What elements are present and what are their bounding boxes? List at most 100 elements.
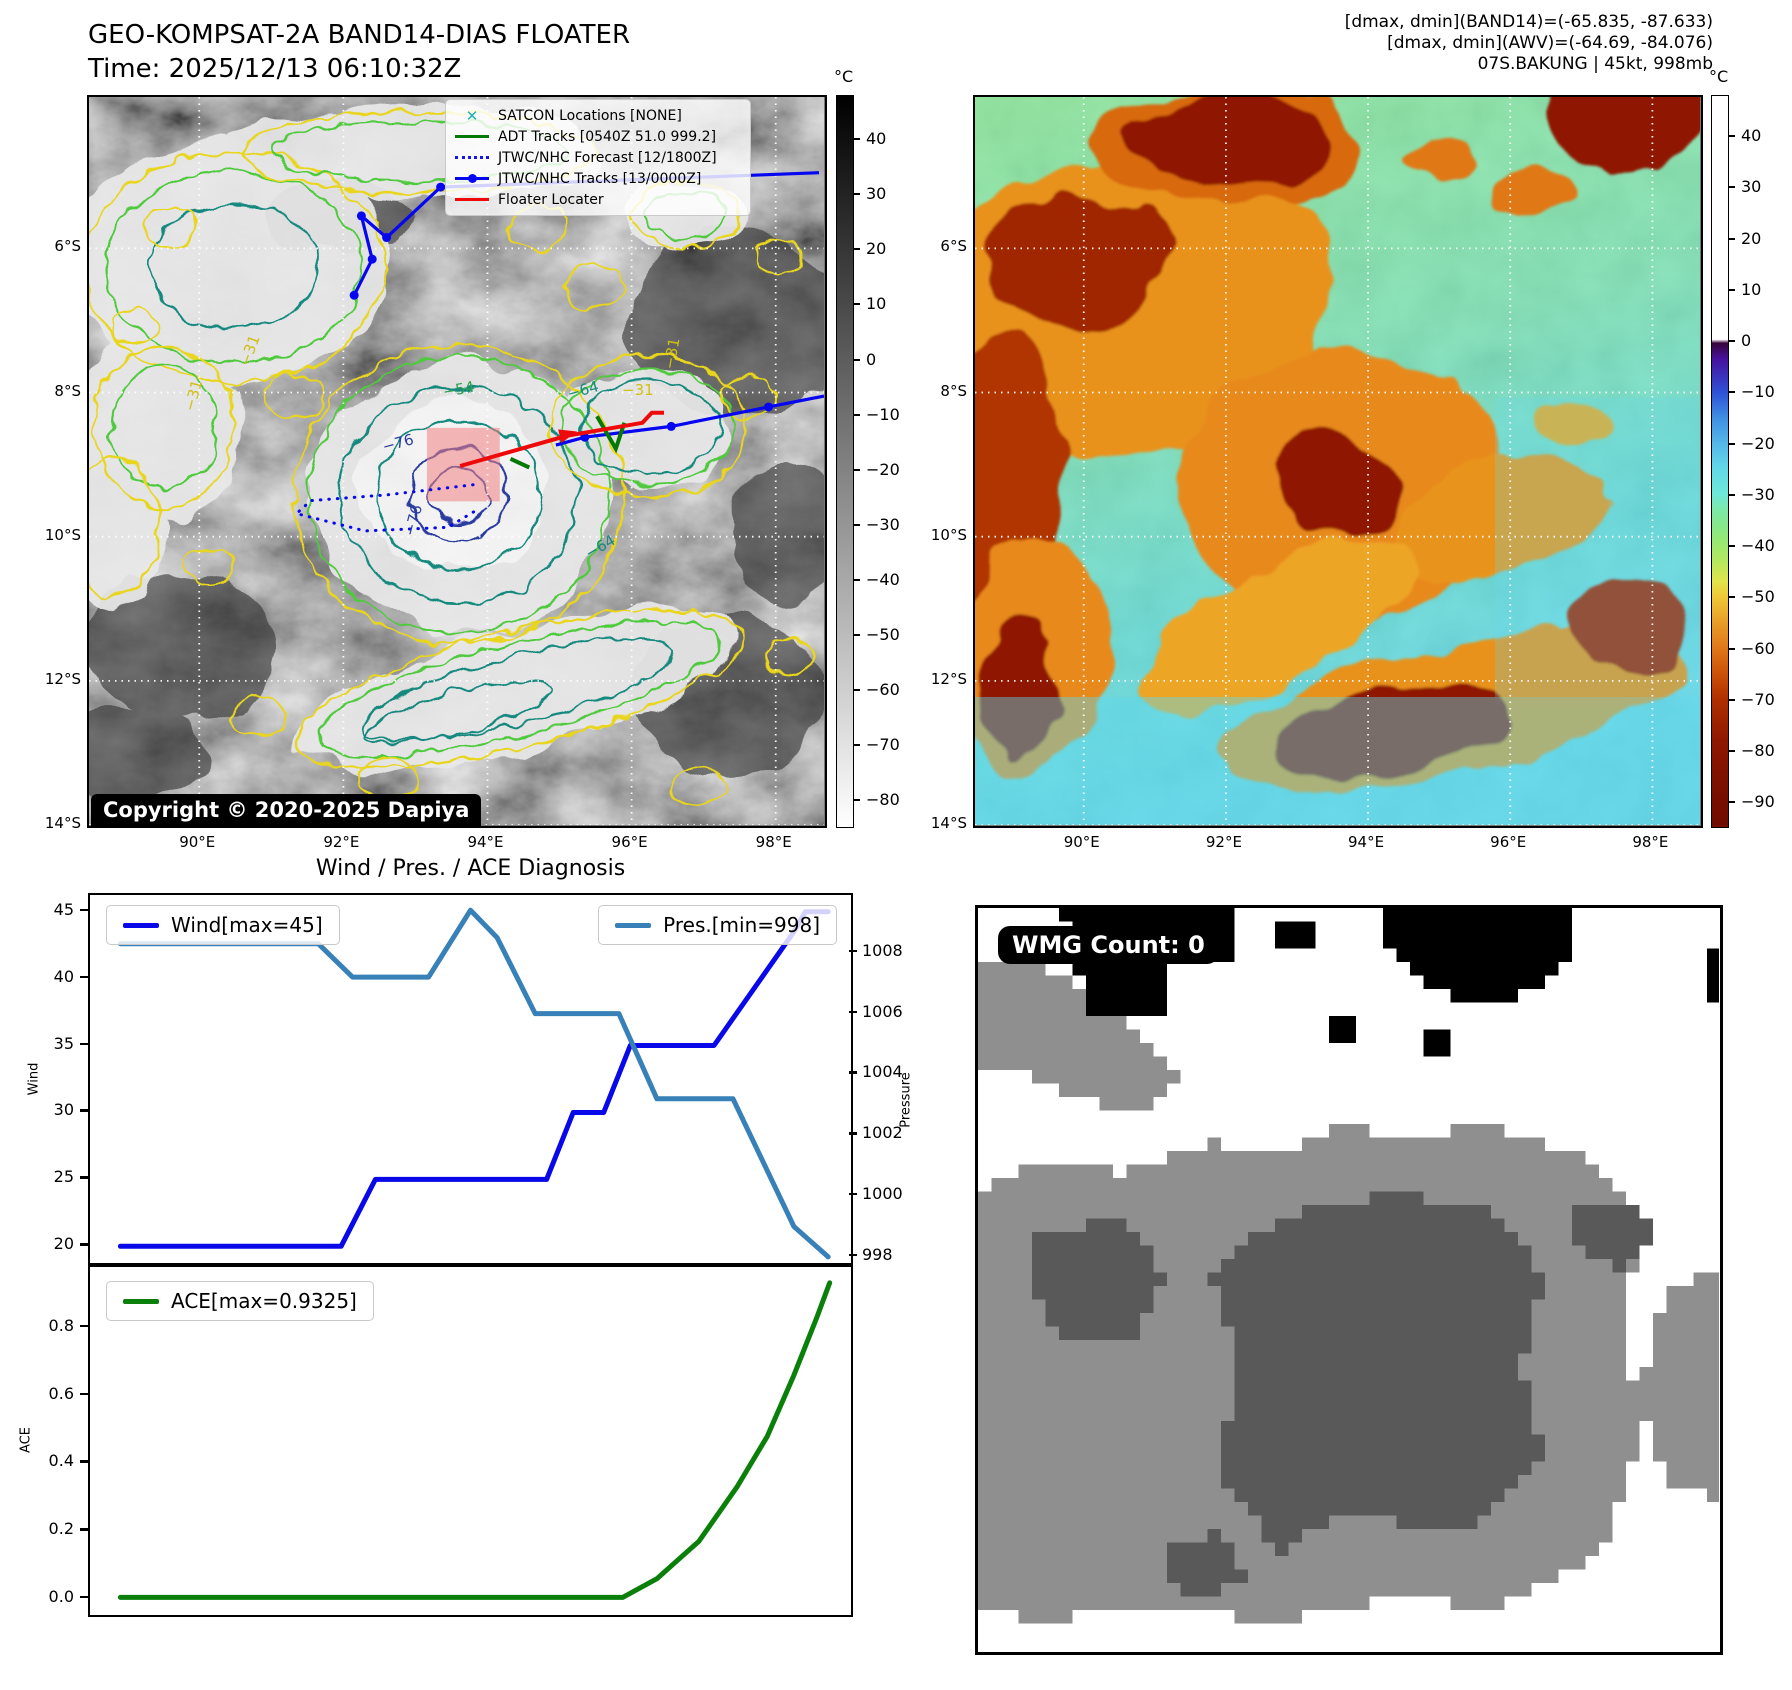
windChart-right-tick-label: 1008 [862,940,903,960]
windChart-left-tick-mark [80,975,88,979]
floater-arrow-icon [558,429,578,444]
aceChart-left-tick-mark [80,1596,88,1599]
wind-axis-label: Wind [26,1062,42,1096]
annotation-storm-status: 07S.BAKUNG | 45kt, 998mb [1477,54,1713,74]
map-legend-item: ✕ SATCON Locations [NONE] [454,106,742,125]
wind-legend-label: Wind[max=45] [171,913,323,937]
satcon-x-icon: ✕ [465,106,479,125]
band14-colorbar-tick-label: −50 [866,625,900,645]
band14-colorbar-tick-label: 0 [866,349,877,369]
band14-colorbar-unit: °C [834,67,854,86]
map-legend-label: JTWC/NHC Tracks [13/0000Z] [498,170,702,187]
band14-map-lon-tick: 98°E [755,833,792,851]
windChart-left-tick-mark [80,908,88,912]
band14-colorbar-tick-mark [854,413,860,416]
diagnosis-title: Wind / Pres. / ACE Diagnosis [315,856,626,881]
awv-map-lon-tick: 98°E [1632,833,1669,851]
band14-colorbar-tick-mark [854,248,860,251]
pressure-legend-label: Pres.[min=998] [663,913,820,937]
windChart-right-tick-label: 1000 [862,1184,903,1204]
windChart-left-tick-label: 40 [53,966,74,986]
windChart-right-tick-mark [849,1132,857,1135]
awv-map-lat-tick: 8°S [940,381,967,400]
windChart-right-tick-label: 1002 [862,1123,903,1143]
wmg-count-panel[interactable]: WMG Count: 0 [975,905,1723,1655]
wind-legend-swatch-icon [123,922,159,928]
band14-colorbar-tick-label: −80 [866,790,900,810]
awv-map-lon-tick: 90°E [1063,833,1100,851]
time-line: Time: 2025/12/13 06:10:32Z [88,54,462,84]
wind-pressure-chart[interactable]: Wind[max=45] Pres.[min=998] [88,893,853,1265]
awv-colorbar-tick-label: −90 [1741,792,1775,812]
awv-colorbar-tick-label: 10 [1741,279,1762,299]
annotation-band14-range: [dmax, dmin](BAND14)=(-65.835, -87.633) [1344,12,1713,32]
awv-colorbar-tick-label: 40 [1741,126,1762,145]
awv-colorbar-tick-mark [1729,442,1735,445]
band14-colorbar-tick-mark [854,689,860,692]
awv-colorbar-tick-mark [1729,493,1735,496]
wmg-mask-image [978,908,1719,1651]
pressure-legend: Pres.[min=998] [598,905,837,945]
band14-colorbar-tick-label: −70 [866,735,900,755]
awv-map-lon-tick: 94°E [1348,833,1385,851]
windChart-plot [117,907,831,1260]
awv-colorbar-tick-label: −70 [1741,689,1775,709]
pres-line [117,907,831,1260]
ace-chart[interactable]: ACE[max=0.9325] [88,1265,853,1617]
awv-map-lon-tick: 96°E [1490,833,1527,851]
map-legend-item: JTWC/NHC Tracks [13/0000Z] [454,169,742,188]
windChart-right-tick-mark [849,1193,857,1196]
dot [468,173,477,183]
awv-map-lon-tick: 92°E [1205,833,1242,851]
awv-colorbar-tick-label: −40 [1741,536,1775,556]
map-legend-item: Floater Locater [454,190,742,209]
band14-colorbar-tick-label: 40 [866,129,887,149]
adt-track [509,456,531,470]
band14-map-lat-tick: 12°S [44,669,81,688]
awv-colorbar-tick-label: 30 [1741,177,1762,197]
awv-map-lat-tick: 6°S [940,237,967,256]
aceChart-left-tick-label: 0.4 [48,1451,74,1471]
windChart-left-tick-label: 25 [53,1167,74,1187]
pressure-legend-swatch-icon [615,922,652,928]
awv-colorbar [1711,95,1729,828]
windChart-left-tick-mark [80,1042,88,1045]
ace-legend: ACE[max=0.9325] [106,1281,374,1321]
wind-line [117,909,831,1249]
awv-colorbar-tick-mark [1729,647,1735,650]
windChart-right-tick-label: 1004 [862,1062,903,1082]
awv-colorbar-tick-label: −10 [1741,382,1775,402]
awv-map-lat-tick: 14°S [930,814,967,832]
band14-colorbar-tick-label: 10 [866,294,887,314]
awv-colorbar-tick-mark [1729,698,1735,701]
band14-colorbar-tick-label: −40 [866,569,900,589]
dots [455,156,489,159]
title-line: GEO-KOMPSAT-2A BAND14-DIAS FLOATER [88,20,631,50]
aceChart-left-tick-mark [80,1324,88,1328]
contour-label: −54 [442,378,476,401]
awv-map-lat-tick: 10°S [930,525,967,544]
aceChart-left-tick-label: 0.6 [48,1383,74,1403]
floater-track [459,410,664,468]
dotted-line-icon [454,156,490,159]
contour-label: −31 [622,381,654,399]
band14-satellite-map[interactable]: −31 −31 −31 −31 −54 −64 −64 −76 −76 ✕ SATCON Locat… [87,95,827,828]
awv-colorbar-tick-mark [1729,545,1735,548]
line [455,197,489,202]
band14-colorbar-tick-mark [854,634,860,637]
band14-map-lat-tick: 14°S [44,814,81,832]
band14-colorbar-tick-mark [854,193,860,196]
awv-colorbar-tick-label: −60 [1741,638,1775,658]
aceChart-left-tick-mark [80,1392,88,1395]
page-title: GEO-KOMPSAT-2A BAND14-DIAS FLOATER Time:… [88,18,630,86]
aceChart-left-tick-label: 0.8 [48,1315,74,1335]
band14-map-lon-tick: 94°E [467,833,504,851]
ace-legend-label: ACE[max=0.9325] [171,1289,357,1313]
ace-line [117,1280,833,1600]
header-annotations: [dmax, dmin](BAND14)=(-65.835, -87.633) … [1345,12,1713,75]
awv-satellite-map[interactable] [973,95,1703,828]
map-legend-item: ADT Tracks [0540Z 51.0 999.2] [454,127,742,146]
awv-colorbar-tick-label: 20 [1741,228,1762,248]
awv-colorbar-tick-mark [1729,340,1735,343]
